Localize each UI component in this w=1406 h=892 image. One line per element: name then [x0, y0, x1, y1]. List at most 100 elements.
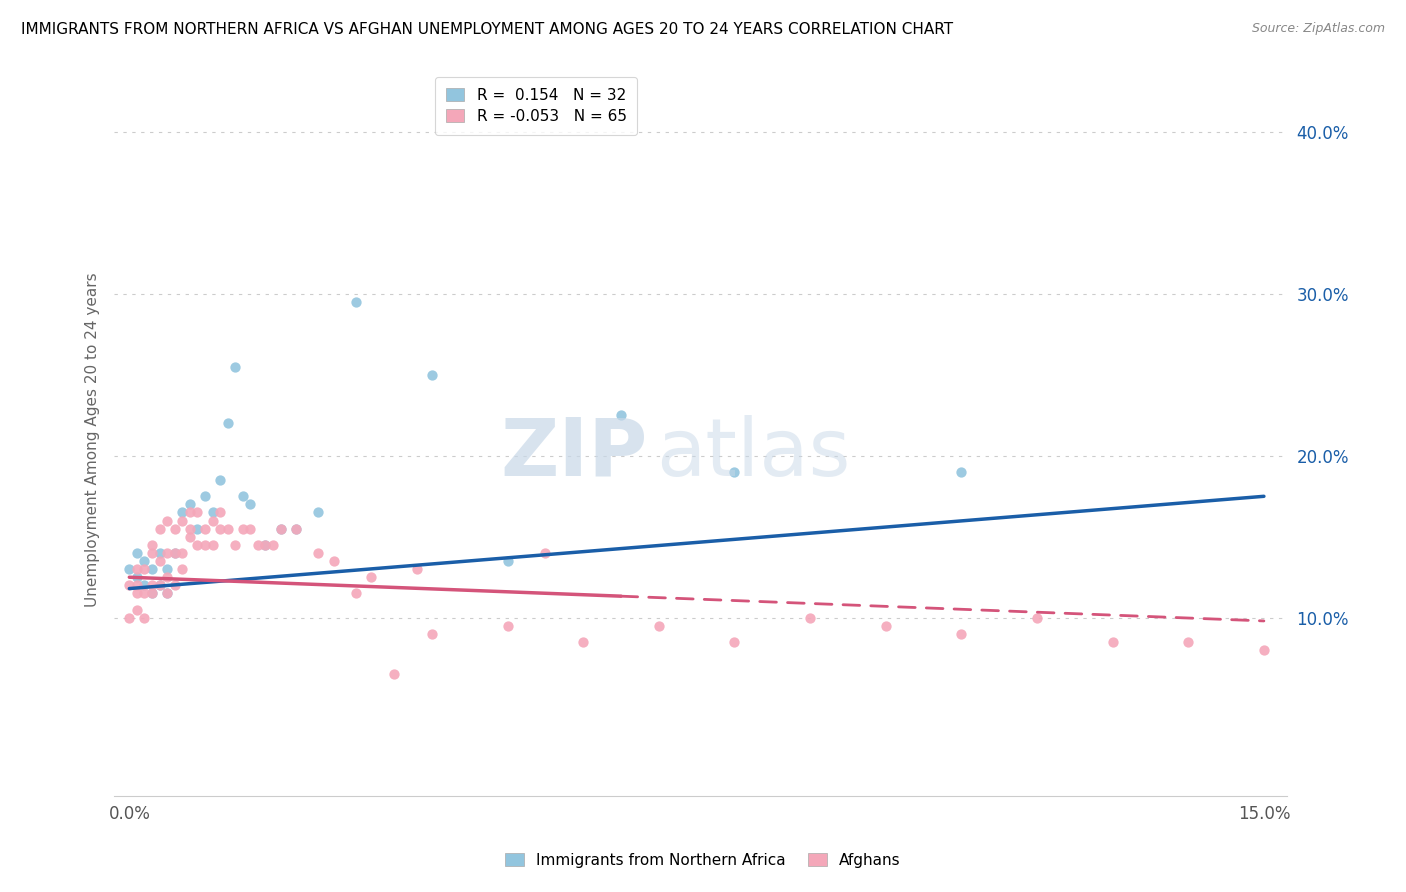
Point: [232, 489, 254, 503]
Point: [186, 506, 208, 520]
Point: [179, 497, 201, 511]
Point: [194, 522, 217, 536]
Point: [134, 586, 156, 600]
Point: [201, 538, 224, 552]
Point: [201, 506, 224, 520]
Point: [148, 578, 170, 592]
Point: [163, 522, 186, 536]
Point: [534, 546, 557, 560]
Point: [284, 522, 307, 536]
Point: [156, 514, 179, 528]
Point: [270, 522, 292, 536]
Text: IMMIGRANTS FROM NORTHERN AFRICA VS AFGHAN UNEMPLOYMENT AMONG AGES 20 TO 24 YEARS: IMMIGRANTS FROM NORTHERN AFRICA VS AFGHA…: [21, 22, 953, 37]
Point: [420, 368, 443, 382]
Point: [950, 627, 973, 641]
Point: [239, 522, 262, 536]
Legend: Immigrants from Northern Africa, Afghans: Immigrants from Northern Africa, Afghans: [498, 845, 908, 875]
Point: [156, 586, 179, 600]
Point: [224, 538, 246, 552]
Point: [141, 546, 163, 560]
Point: [344, 586, 367, 600]
Point: [125, 578, 148, 592]
Point: [723, 635, 745, 649]
Legend: R =  0.154   N = 32, R = -0.053   N = 65: R = 0.154 N = 32, R = -0.053 N = 65: [436, 77, 637, 135]
Text: atlas: atlas: [655, 415, 851, 493]
Point: [156, 562, 179, 576]
Point: [172, 506, 194, 520]
Point: [125, 602, 148, 616]
Point: [496, 554, 519, 568]
Point: [125, 562, 148, 576]
Point: [270, 522, 292, 536]
Point: [360, 570, 382, 584]
Point: [134, 554, 156, 568]
Point: [141, 562, 163, 576]
Point: [163, 546, 186, 560]
Point: [307, 506, 329, 520]
Point: [950, 465, 973, 479]
Point: [163, 578, 186, 592]
Point: [125, 570, 148, 584]
Point: [496, 619, 519, 633]
Point: [284, 522, 307, 536]
Point: [344, 295, 367, 310]
Point: [134, 562, 156, 576]
Point: [209, 473, 232, 487]
Point: [572, 635, 595, 649]
Point: [141, 578, 163, 592]
Point: [217, 417, 239, 431]
Point: [1101, 635, 1123, 649]
Point: [148, 522, 170, 536]
Point: [382, 667, 405, 681]
Point: [875, 619, 897, 633]
Point: [172, 514, 194, 528]
Point: [148, 554, 170, 568]
Point: [232, 522, 254, 536]
Point: [209, 522, 232, 536]
Point: [141, 538, 163, 552]
Point: [1026, 610, 1049, 624]
Point: [209, 506, 232, 520]
Point: [201, 514, 224, 528]
Point: [118, 562, 141, 576]
Point: [405, 562, 427, 576]
Point: [194, 489, 217, 503]
Point: [186, 538, 208, 552]
Point: [610, 409, 633, 423]
Point: [254, 538, 277, 552]
Point: [156, 546, 179, 560]
Point: [224, 359, 246, 374]
Point: [246, 538, 269, 552]
Point: [179, 522, 201, 536]
Point: [141, 586, 163, 600]
Point: [125, 586, 148, 600]
Point: [648, 619, 671, 633]
Point: [163, 546, 186, 560]
Point: [172, 562, 194, 576]
Point: [118, 578, 141, 592]
Point: [307, 546, 329, 560]
Point: [723, 465, 745, 479]
Text: Source: ZipAtlas.com: Source: ZipAtlas.com: [1251, 22, 1385, 36]
Point: [118, 610, 141, 624]
Point: [420, 627, 443, 641]
Point: [1253, 643, 1275, 657]
Point: [322, 554, 344, 568]
Point: [194, 538, 217, 552]
Y-axis label: Unemployment Among Ages 20 to 24 years: Unemployment Among Ages 20 to 24 years: [86, 272, 100, 607]
Point: [141, 586, 163, 600]
Point: [254, 538, 277, 552]
Point: [1177, 635, 1199, 649]
Point: [262, 538, 284, 552]
Point: [799, 610, 821, 624]
Text: ZIP: ZIP: [501, 415, 648, 493]
Point: [148, 578, 170, 592]
Point: [125, 546, 148, 560]
Point: [179, 530, 201, 544]
Point: [156, 586, 179, 600]
Point: [134, 610, 156, 624]
Point: [239, 497, 262, 511]
Point: [172, 546, 194, 560]
Point: [148, 546, 170, 560]
Point: [179, 506, 201, 520]
